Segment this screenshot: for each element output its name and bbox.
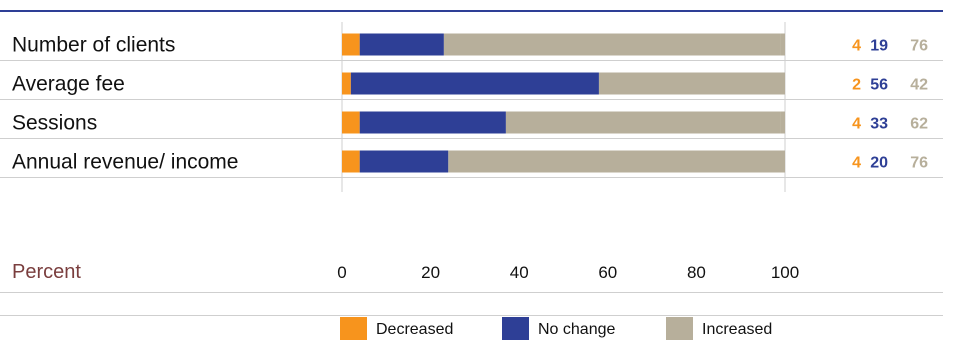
category-label: Sessions (12, 112, 97, 135)
tick-label: 0 (337, 263, 346, 282)
tick-label: 80 (687, 263, 706, 282)
axis-title: Percent (12, 261, 81, 283)
bar-no-change (359, 111, 506, 134)
bar-increased (448, 150, 785, 173)
value-label: 76 (910, 38, 928, 55)
legend-swatch (502, 317, 529, 340)
value-label: 56 (870, 77, 888, 94)
bar-fill-remainder (780, 33, 785, 56)
legend-label: Decreased (376, 321, 453, 338)
bar-decreased (342, 111, 360, 134)
category-label: Number of clients (12, 34, 175, 57)
bar-decreased (342, 33, 360, 56)
bar-no-change (359, 150, 449, 173)
bar-decreased (342, 72, 351, 95)
bar-decreased (342, 150, 360, 173)
value-label: 42 (910, 77, 928, 94)
tick-label: 100 (771, 263, 799, 282)
bar-increased (443, 33, 781, 56)
value-label: 20 (870, 155, 888, 172)
tick-label: 60 (598, 263, 617, 282)
legend-label: No change (538, 321, 615, 338)
value-label: 19 (870, 38, 888, 55)
bar-increased (505, 111, 781, 134)
value-label: 76 (910, 155, 928, 172)
bar-no-change (359, 33, 444, 56)
bar-no-change (350, 72, 599, 95)
legend-label: Increased (702, 321, 772, 338)
value-label: 62 (910, 116, 928, 133)
tick-label: 40 (510, 263, 529, 282)
value-label: 4 (852, 155, 861, 172)
value-label: 4 (852, 38, 861, 55)
bar-fill-remainder (780, 111, 785, 134)
bar-increased (598, 72, 785, 95)
legend-swatch (340, 317, 367, 340)
value-label: 4 (852, 116, 861, 133)
value-label: 33 (870, 116, 888, 133)
category-label: Annual revenue/ income (12, 151, 238, 174)
value-label: 2 (852, 77, 861, 94)
category-label: Average fee (12, 73, 125, 96)
tick-label: 20 (421, 263, 440, 282)
legend-swatch (666, 317, 693, 340)
